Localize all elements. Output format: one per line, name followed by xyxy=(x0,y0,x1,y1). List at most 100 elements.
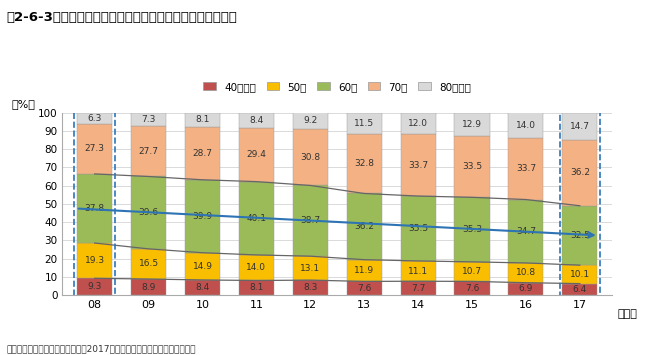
Bar xyxy=(239,280,274,295)
Text: 10.8: 10.8 xyxy=(516,268,536,277)
Text: 27.7: 27.7 xyxy=(139,147,158,156)
Text: 36.2: 36.2 xyxy=(354,222,374,231)
Text: 8.4: 8.4 xyxy=(196,283,209,292)
Text: 14.7: 14.7 xyxy=(570,122,590,131)
Text: 7.3: 7.3 xyxy=(141,115,156,124)
Text: 33.7: 33.7 xyxy=(408,161,428,170)
Bar xyxy=(509,283,543,295)
Text: 7.7: 7.7 xyxy=(411,284,425,293)
Text: 9.2: 9.2 xyxy=(303,116,318,125)
Bar xyxy=(293,280,328,295)
Bar xyxy=(185,280,220,295)
Text: 32.8: 32.8 xyxy=(354,159,374,168)
Bar xyxy=(559,109,600,297)
Text: 39.6: 39.6 xyxy=(138,208,158,217)
Bar xyxy=(77,278,112,295)
Bar xyxy=(293,129,328,185)
Bar xyxy=(77,113,112,124)
Bar xyxy=(347,282,381,295)
Bar xyxy=(562,265,597,284)
Bar xyxy=(131,279,166,295)
Text: 9.3: 9.3 xyxy=(87,282,102,291)
Legend: 40代以下, 50代, 60代, 70代, 80代以上: 40代以下, 50代, 60代, 70代, 80代以上 xyxy=(200,77,475,96)
Text: 19.3: 19.3 xyxy=(85,256,105,265)
Bar xyxy=(131,126,166,176)
Bar xyxy=(454,262,490,282)
Text: 11.1: 11.1 xyxy=(408,267,428,275)
Bar xyxy=(509,112,543,138)
Bar xyxy=(400,113,436,135)
Text: 10.7: 10.7 xyxy=(462,267,482,276)
Text: 27.3: 27.3 xyxy=(85,144,105,153)
Text: 33.7: 33.7 xyxy=(516,164,536,173)
Bar xyxy=(293,256,328,280)
Bar xyxy=(74,109,115,297)
Text: 資料：（株）東京商工リサーチ「2017年「休廃業・解散企業」動向調査」: 資料：（株）東京商工リサーチ「2017年「休廃業・解散企業」動向調査」 xyxy=(7,344,196,354)
Bar xyxy=(293,185,328,256)
Bar xyxy=(347,133,381,193)
Bar xyxy=(400,135,436,196)
Text: （年）: （年） xyxy=(617,309,638,319)
Text: 40.1: 40.1 xyxy=(246,214,267,223)
Text: 39.9: 39.9 xyxy=(192,212,213,221)
Text: 32.5: 32.5 xyxy=(570,231,590,240)
Text: 7.6: 7.6 xyxy=(357,284,372,293)
Bar xyxy=(400,261,436,281)
Bar xyxy=(239,255,274,280)
Bar xyxy=(293,112,328,129)
Bar xyxy=(509,200,543,263)
Bar xyxy=(131,176,166,249)
Bar xyxy=(454,282,490,295)
Text: 12.9: 12.9 xyxy=(462,120,482,129)
Text: 8.9: 8.9 xyxy=(141,283,156,292)
Text: 8.4: 8.4 xyxy=(249,116,263,125)
Bar xyxy=(454,197,490,262)
Bar xyxy=(239,182,274,255)
Text: 8.1: 8.1 xyxy=(249,283,263,293)
Text: 6.3: 6.3 xyxy=(87,114,102,123)
Text: 第2-6-3図　　休廃業・解散企業の経営者年齢構成比の変化: 第2-6-3図 休廃業・解散企業の経営者年齢構成比の変化 xyxy=(7,11,237,24)
Bar xyxy=(77,124,112,174)
Text: 16.5: 16.5 xyxy=(138,260,158,268)
Bar xyxy=(77,243,112,278)
Text: 8.3: 8.3 xyxy=(303,283,318,292)
Text: 35.5: 35.5 xyxy=(408,224,428,233)
Text: 29.4: 29.4 xyxy=(246,150,266,159)
Y-axis label: （%）: （%） xyxy=(12,99,36,109)
Text: 37.8: 37.8 xyxy=(85,204,105,213)
Bar xyxy=(347,193,381,260)
Bar xyxy=(562,206,597,265)
Bar xyxy=(509,138,543,200)
Text: 34.7: 34.7 xyxy=(516,227,536,236)
Text: 30.8: 30.8 xyxy=(300,153,320,162)
Text: 36.2: 36.2 xyxy=(570,168,590,177)
Bar xyxy=(185,180,220,253)
Bar xyxy=(239,128,274,182)
Bar xyxy=(239,113,274,128)
Bar xyxy=(131,113,166,126)
Text: 11.5: 11.5 xyxy=(354,119,374,127)
Text: 35.3: 35.3 xyxy=(462,225,482,234)
Text: 13.1: 13.1 xyxy=(300,264,320,273)
Text: 33.5: 33.5 xyxy=(462,162,482,171)
Bar xyxy=(562,140,597,206)
Bar xyxy=(185,127,220,180)
Bar xyxy=(347,260,381,282)
Text: 10.1: 10.1 xyxy=(570,270,590,279)
Text: 8.1: 8.1 xyxy=(196,115,210,125)
Bar xyxy=(185,253,220,280)
Bar xyxy=(400,196,436,261)
Bar xyxy=(347,113,381,133)
Text: 6.4: 6.4 xyxy=(572,285,587,294)
Bar xyxy=(185,113,220,127)
Text: 38.7: 38.7 xyxy=(300,216,320,225)
Bar xyxy=(562,284,597,295)
Bar xyxy=(131,249,166,279)
Bar xyxy=(400,281,436,295)
Bar xyxy=(562,113,597,140)
Text: 12.0: 12.0 xyxy=(408,119,428,128)
Text: 28.7: 28.7 xyxy=(192,149,213,158)
Bar xyxy=(454,113,490,136)
Text: 7.6: 7.6 xyxy=(465,284,479,293)
Bar xyxy=(454,136,490,197)
